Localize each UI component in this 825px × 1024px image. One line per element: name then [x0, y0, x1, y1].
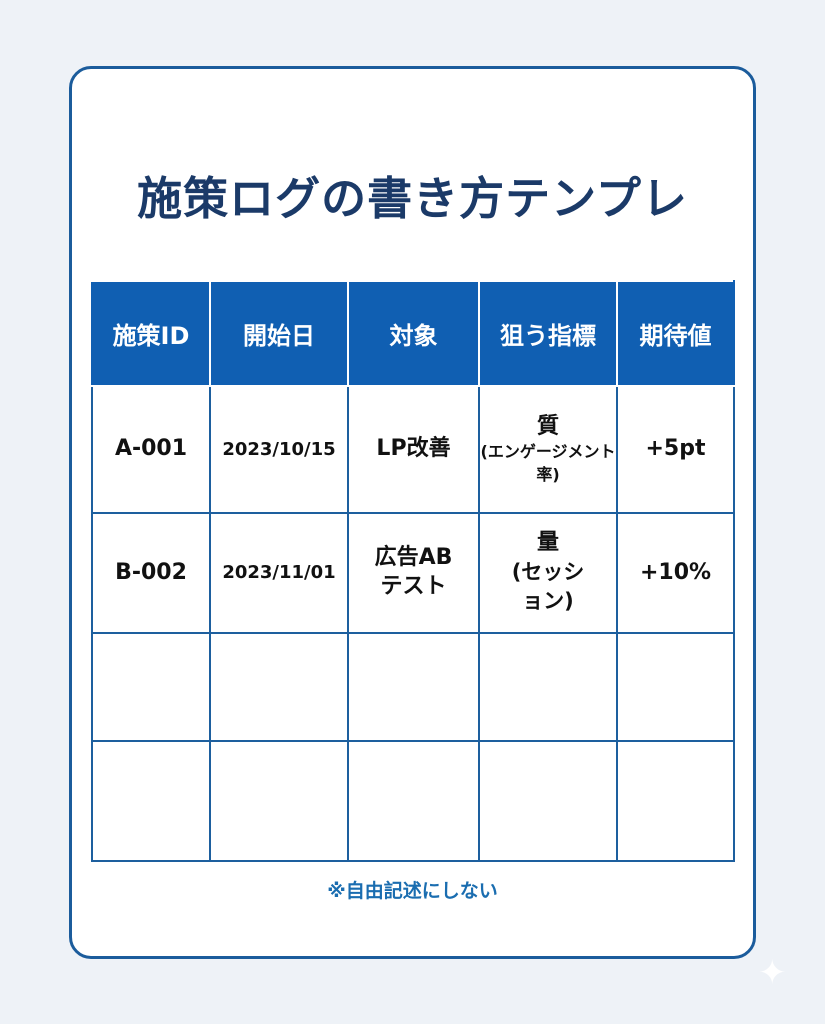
empty-cell[interactable] [616, 740, 735, 862]
empty-cell[interactable] [347, 740, 480, 862]
header-expected: 期待値 [616, 280, 735, 387]
empty-cell[interactable] [209, 740, 349, 862]
cell-date: 2023/10/15 [209, 385, 349, 514]
page-title: 施策ログの書き方テンプレ [137, 172, 688, 225]
cell-id: B-002 [91, 512, 211, 634]
metric-main: 量 [536, 530, 559, 556]
empty-cell[interactable] [91, 740, 211, 862]
table-row: A-001 2023/10/15 LP改善 質 (エンゲージメント率) +5pt [91, 385, 735, 514]
empty-cell[interactable] [478, 632, 618, 742]
empty-cell[interactable] [478, 740, 618, 862]
metric-sub: (エンゲージメント率) [480, 442, 616, 484]
empty-cell[interactable] [347, 632, 480, 742]
cell-metric: 質 (エンゲージメント率) [478, 385, 618, 514]
header-row: 施策ID 開始日 対象 狙う指標 期待値 [91, 280, 735, 387]
header-id: 施策ID [91, 280, 211, 387]
cell-id: A-001 [91, 385, 211, 514]
empty-row [91, 632, 735, 742]
header-target: 対象 [347, 280, 480, 387]
sparkle-icon: ✦ [758, 953, 787, 993]
footer-note: ※自由記述にしない [327, 880, 498, 902]
cell-expected: +10% [616, 512, 735, 634]
cell-target: LP改善 [347, 385, 480, 514]
empty-cell[interactable] [616, 632, 735, 742]
empty-cell[interactable] [209, 632, 349, 742]
cell-target: 広告ABテスト [347, 512, 480, 634]
empty-row [91, 740, 735, 862]
metric-sub: (セッション) [511, 559, 585, 614]
metric-main: 質 [536, 413, 559, 439]
log-table: 施策ID 開始日 対象 狙う指標 期待値 A-001 2023/10/15 LP… [91, 280, 735, 862]
cell-expected: +5pt [616, 385, 735, 514]
table-row: B-002 2023/11/01 広告ABテスト 量 (セッション) +10% [91, 512, 735, 634]
header-metric: 狙う指標 [478, 280, 618, 387]
cell-metric: 量 (セッション) [478, 512, 618, 634]
cell-date: 2023/11/01 [209, 512, 349, 634]
header-start-date: 開始日 [209, 280, 349, 387]
empty-cell[interactable] [91, 632, 211, 742]
